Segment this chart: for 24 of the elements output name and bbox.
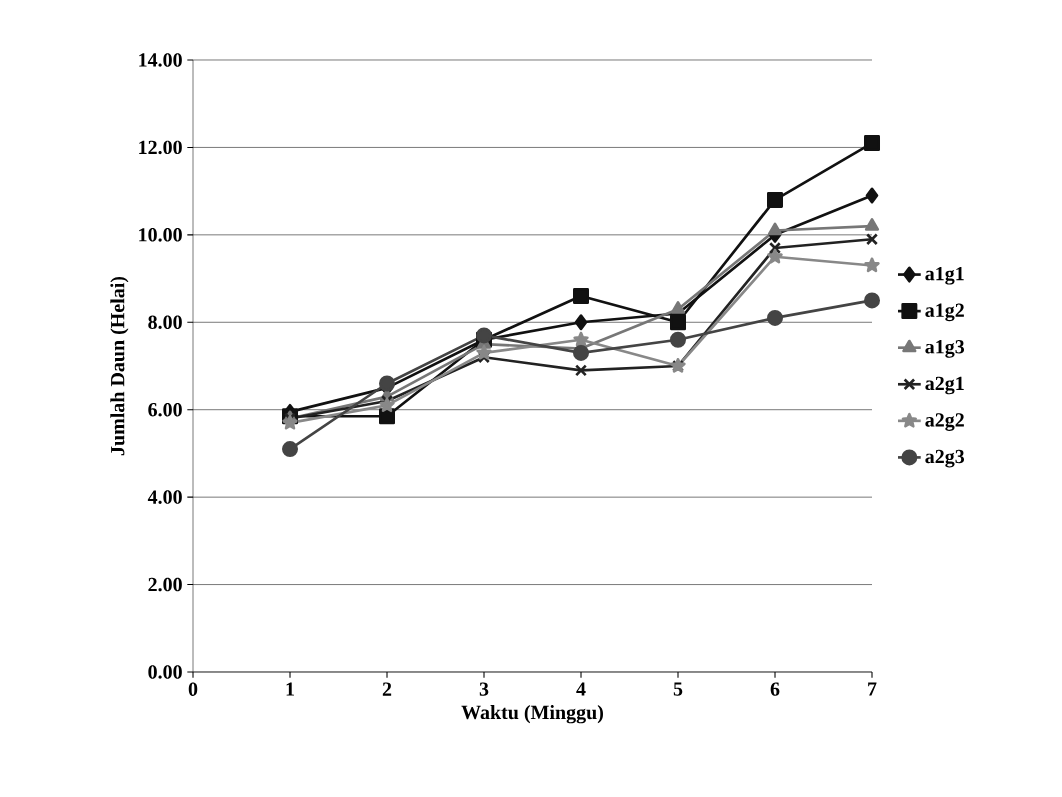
- legend-label: a2g2: [925, 413, 964, 431]
- y-tick-label: 14.00: [139, 53, 182, 67]
- y-tick-label: 10.00: [139, 228, 182, 242]
- y-tick-label: 0.00: [148, 665, 182, 679]
- y-tick-label: 4.00: [147, 490, 182, 504]
- x-tick-label: 5: [673, 682, 683, 696]
- x-axis-title: Waktu (Minggu): [461, 705, 603, 724]
- x-tick-label: 3: [479, 682, 489, 696]
- y-tick-label: 12.00: [139, 140, 182, 155]
- x-tick-label: 0: [188, 682, 198, 696]
- legend-label: a2g3: [925, 449, 965, 468]
- x-tick-label: 1: [286, 682, 294, 696]
- y-tick-label: 8.00: [148, 315, 182, 330]
- y-tick-label: 2.00: [148, 577, 182, 592]
- legend-label: a1g2: [925, 303, 964, 322]
- legend-label: a1g3: [925, 340, 965, 358]
- x-tick-label: 4: [576, 682, 586, 696]
- y-tick-label: 6.00: [148, 402, 182, 417]
- x-tick-label: 6: [770, 682, 780, 696]
- legend-label: a2g1: [925, 376, 964, 395]
- x-tick-label: 2: [382, 682, 392, 696]
- y-axis-title: Jumlah Daun (Helai): [110, 276, 129, 456]
- legend-label: a1g1: [925, 266, 964, 285]
- x-tick-label: 7: [868, 682, 877, 696]
